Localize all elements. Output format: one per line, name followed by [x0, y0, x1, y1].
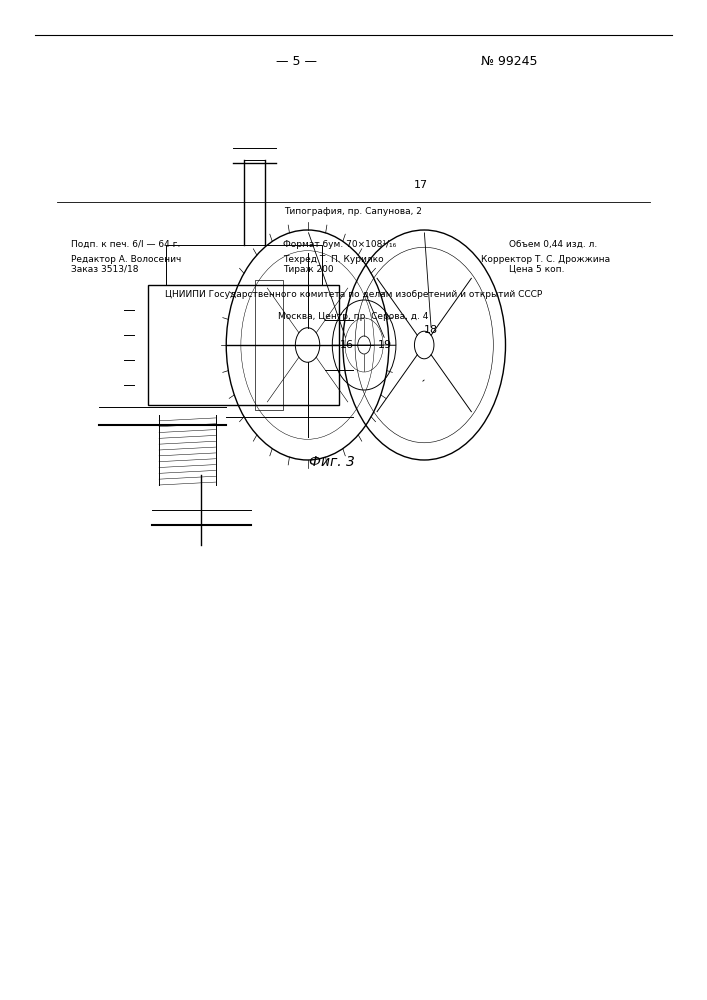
- Text: 18: 18: [424, 325, 438, 335]
- Text: Подп. к печ. 6/I — 64 г.: Подп. к печ. 6/I — 64 г.: [71, 240, 180, 249]
- Text: Корректор Т. С. Дрожжина: Корректор Т. С. Дрожжина: [481, 255, 610, 264]
- Text: 17: 17: [414, 180, 428, 190]
- Text: Тираж 200: Тираж 200: [283, 265, 334, 274]
- Text: № 99245: № 99245: [481, 55, 537, 68]
- Text: 19: 19: [378, 340, 392, 350]
- Bar: [255, 280, 283, 410]
- Text: Формат бум. 70×108¹/₁₆: Формат бум. 70×108¹/₁₆: [283, 240, 396, 249]
- Text: Москва, Центр, пр. Серова, д. 4: Москва, Центр, пр. Серова, д. 4: [279, 312, 428, 321]
- Text: Типография, пр. Сапунова, 2: Типография, пр. Сапунова, 2: [284, 207, 423, 216]
- Text: 16: 16: [339, 340, 354, 350]
- Bar: [148, 285, 339, 405]
- Text: Цена 5 коп.: Цена 5 коп.: [509, 265, 565, 274]
- Bar: [166, 245, 322, 285]
- Text: ЦНИИПИ Государственного комитета по делам изобретений и открытий СССР: ЦНИИПИ Государственного комитета по дела…: [165, 290, 542, 299]
- Text: Редактор А. Волосенич: Редактор А. Волосенич: [71, 255, 181, 264]
- Text: Объем 0,44 изд. л.: Объем 0,44 изд. л.: [509, 240, 597, 249]
- Text: Заказ 3513/18: Заказ 3513/18: [71, 265, 138, 274]
- Text: Фиг. 3: Фиг. 3: [310, 455, 355, 469]
- Text: Техред Т. П. Курилко: Техред Т. П. Курилко: [283, 255, 383, 264]
- Text: — 5 —: — 5 —: [276, 55, 317, 68]
